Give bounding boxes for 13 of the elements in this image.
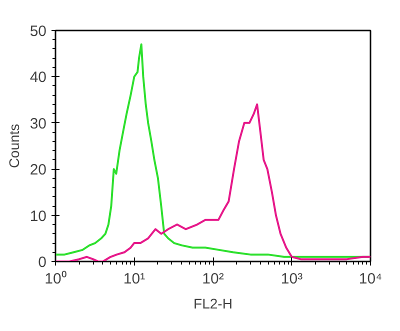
y-axis-title: Counts: [6, 124, 22, 168]
y-tick-label: 20: [30, 162, 47, 179]
y-tick-label: 40: [30, 69, 47, 86]
y-tick-label: 0: [38, 254, 46, 271]
x-tick-label: 10⁴: [358, 270, 382, 288]
x-axis-title: FL2-H: [194, 296, 232, 312]
y-tick-label: 30: [30, 115, 47, 132]
y-tick-label: 50: [30, 23, 47, 40]
x-tick-label: 10¹: [123, 270, 146, 288]
x-tick-label: 10³: [280, 270, 303, 288]
x-tick-label: 10²: [202, 270, 224, 288]
x-tick-label: 10⁰: [44, 270, 66, 288]
y-tick-label: 10: [30, 208, 47, 225]
